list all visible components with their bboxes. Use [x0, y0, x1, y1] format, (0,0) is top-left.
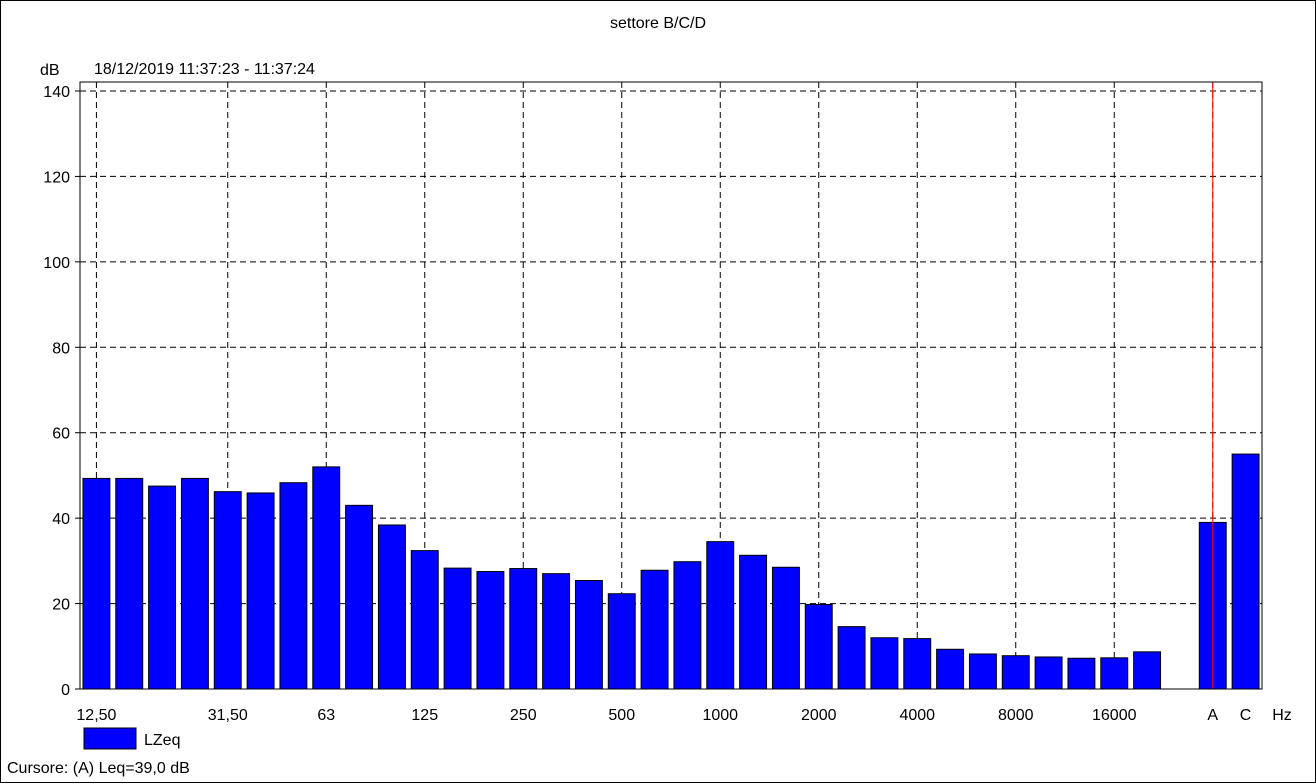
legend-label: LZeq: [144, 732, 180, 749]
x-tick-label: 16000: [1092, 707, 1137, 724]
x-tick-label: 500: [608, 707, 635, 724]
bar: [115, 477, 144, 690]
x-tick-label: 12,50: [76, 707, 116, 724]
y-tick-label: 40: [52, 511, 70, 528]
bar: [246, 492, 275, 690]
bar: [1100, 657, 1129, 690]
x-tick-label: 2000: [801, 707, 837, 724]
y-tick-label: 0: [61, 682, 70, 699]
bar: [1034, 656, 1063, 690]
bar: [837, 626, 866, 690]
bar: [673, 561, 702, 690]
y-tick-label: 140: [43, 84, 70, 101]
x-tick-label: 250: [510, 707, 537, 724]
bar: [968, 653, 997, 690]
x-tick-label: 31,50: [208, 707, 248, 724]
bar: [312, 466, 341, 690]
plot-border: [79, 81, 1263, 690]
x-tick-label: A: [1207, 707, 1218, 724]
x-tick-label: 8000: [998, 707, 1034, 724]
bar: [410, 550, 439, 690]
bar: [574, 580, 603, 690]
y-tick-label: 60: [52, 426, 70, 443]
bar: [903, 638, 932, 690]
x-tick-label: 125: [411, 707, 438, 724]
bar: [640, 569, 669, 690]
legend: LZeq: [83, 727, 180, 750]
y-tick-label: 100: [43, 255, 70, 272]
x-tick-label: 1000: [702, 707, 738, 724]
bar: [542, 573, 571, 690]
x-tick-label: 63: [317, 707, 335, 724]
cursor-readout: Cursore: (A) Leq=39,0 dB: [7, 760, 190, 777]
bar: [936, 648, 965, 690]
y-tick-label: 20: [52, 597, 70, 614]
bar: [279, 482, 308, 690]
bar: [804, 603, 833, 690]
y-tick-labels: 0 20 40 60 80 100 120 140: [43, 84, 70, 699]
bar: [706, 541, 735, 690]
bar: [1133, 651, 1162, 690]
bar: [443, 567, 472, 690]
bar: [377, 524, 406, 690]
bar: [345, 504, 374, 690]
y-tick-label: 80: [52, 340, 70, 357]
chart-title: settore B/C/D: [610, 15, 706, 32]
bar: [870, 637, 899, 690]
legend-swatch: [83, 727, 137, 750]
bar: [82, 477, 111, 690]
bar: [1067, 657, 1096, 690]
bar: [1001, 655, 1030, 690]
bar: [607, 593, 636, 690]
bar: [213, 491, 242, 690]
x-tick-label: 4000: [899, 707, 935, 724]
bar: [739, 554, 768, 690]
x-axis-label: Hz: [1272, 707, 1292, 724]
bar: [509, 568, 538, 690]
bar: [771, 566, 800, 690]
y-axis-label: dB: [40, 62, 60, 79]
chart-subtitle: 18/12/2019 11:37:23 - 11:37:24: [94, 61, 315, 78]
bar: [148, 485, 177, 690]
y-tick-label: 120: [43, 169, 70, 186]
x-tick-labels: 12,50 31,50 63 125 250 500 1000 2000 4000 8000 160…: [76, 707, 1251, 724]
bar: [180, 477, 209, 690]
bar: [476, 571, 505, 690]
x-tick-label: C: [1240, 707, 1252, 724]
bar-group: [82, 453, 1260, 690]
bar: [1231, 453, 1260, 690]
